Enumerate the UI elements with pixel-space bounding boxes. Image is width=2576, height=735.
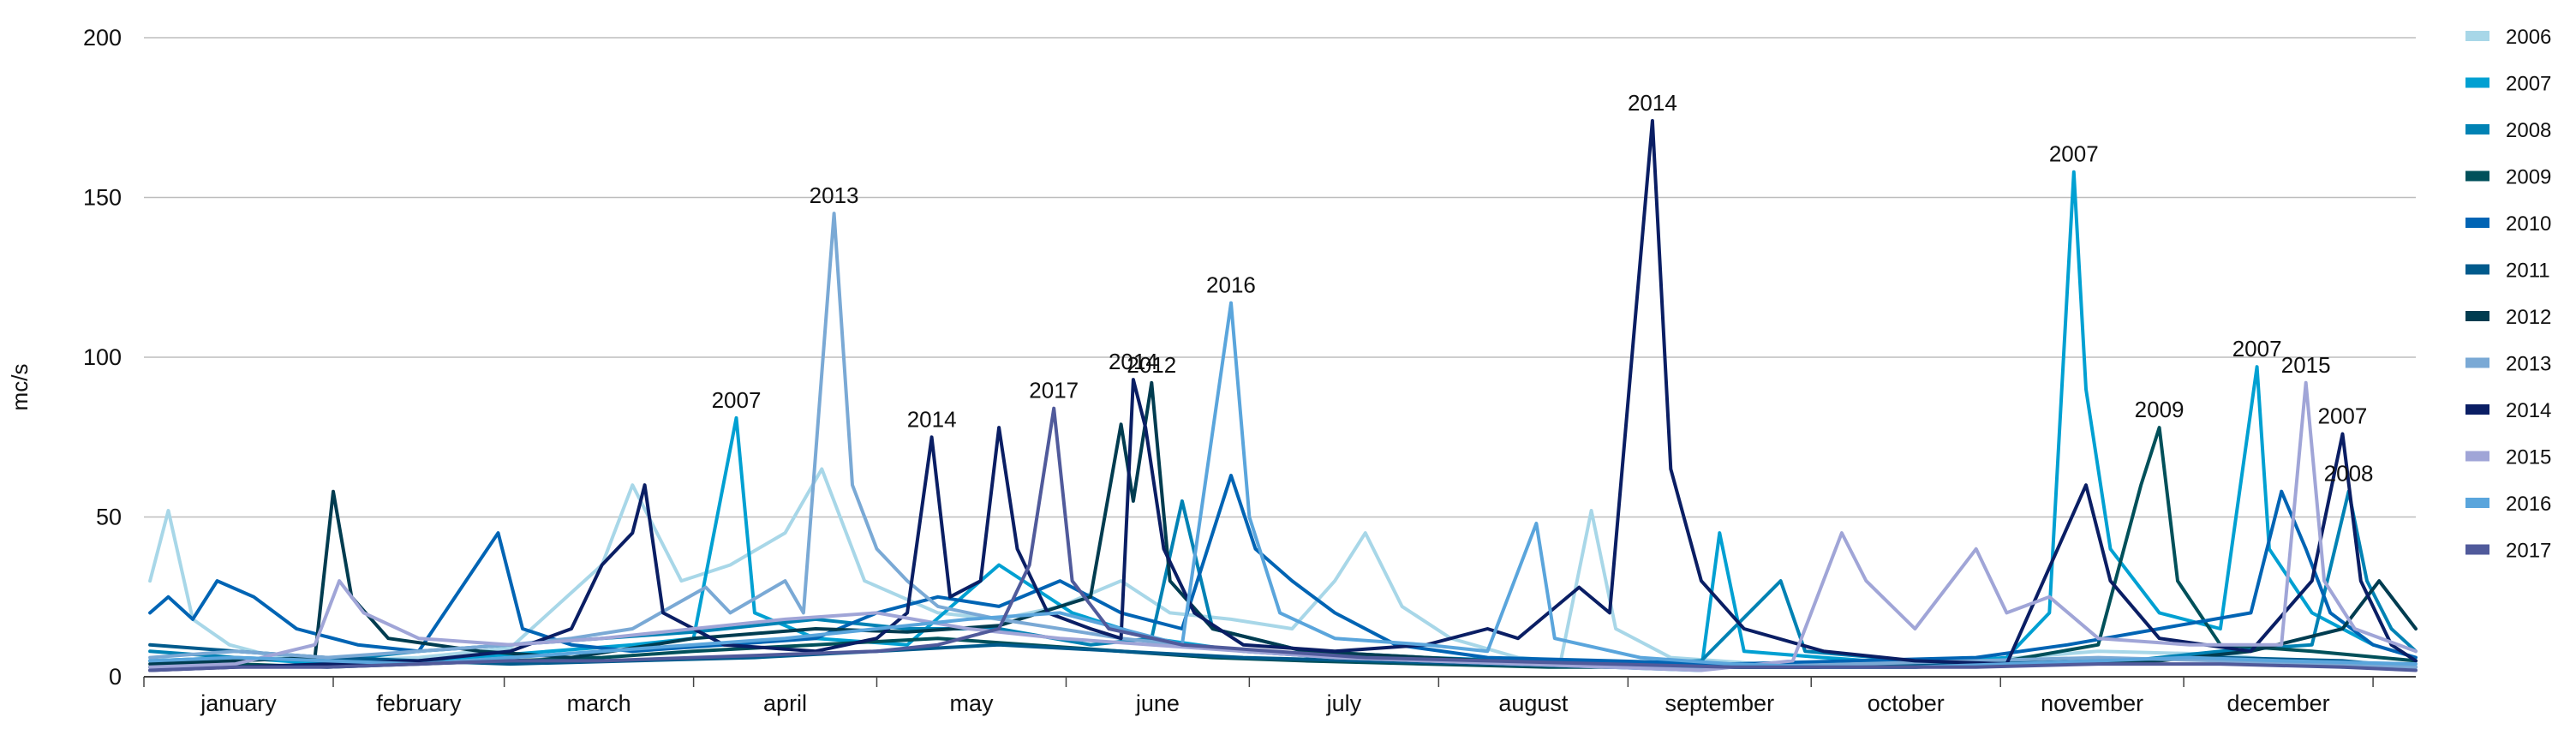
x-axis: january february march april may june july augu… — [143, 677, 2374, 716]
legend-swatch — [2465, 357, 2489, 368]
x-tick-label: september — [1665, 690, 1775, 716]
x-tick-label: august — [1498, 690, 1569, 716]
y-axis: 0 50 100 150 200 — [83, 25, 122, 690]
series-line-2010 — [148, 474, 2418, 666]
legend-swatch — [2465, 31, 2489, 41]
x-tick-label: january — [200, 690, 277, 716]
legend-swatch — [2465, 77, 2489, 88]
legend-label: 2017 — [2506, 540, 2551, 563]
annotation-label: 2014 — [1628, 90, 1677, 116]
x-tick-label: november — [2041, 690, 2143, 716]
legend-label: 2010 — [2506, 212, 2551, 236]
legend-label: 2008 — [2506, 119, 2551, 142]
series-line-2015 — [148, 380, 2418, 672]
y-tick-label: 50 — [96, 505, 122, 530]
legend-label: 2006 — [2506, 26, 2551, 49]
x-tick-label: july — [1326, 690, 1362, 716]
series-line-2006 — [148, 467, 2345, 669]
legend-label: 2014 — [2506, 399, 2551, 422]
annotation-label: 2008 — [2324, 461, 2374, 487]
legend-swatch — [2465, 498, 2489, 508]
legend-label: 2011 — [2506, 260, 2550, 283]
x-tick-label: june — [1135, 690, 1180, 716]
y-tick-label: 100 — [83, 344, 122, 370]
annotation-label: 2007 — [2318, 403, 2368, 429]
legend-swatch — [2465, 124, 2489, 134]
y-tick-label: 200 — [83, 25, 122, 51]
x-tick-label: december — [2227, 690, 2330, 716]
annotation-label: 2009 — [2135, 397, 2185, 422]
gridlines — [144, 37, 2416, 678]
annotation-label: 2007 — [712, 387, 762, 413]
legend-label: 2012 — [2506, 306, 2551, 329]
annotation-label: 2007 — [2049, 141, 2099, 167]
annotation-label: 2012 — [1127, 352, 1176, 378]
series-line-2017 — [148, 406, 2418, 672]
y-tick-label: 0 — [109, 664, 122, 690]
legend-label: 2016 — [2506, 493, 2551, 516]
legend-swatch — [2465, 170, 2489, 182]
peak-annotations: 2007201320142017201420122016201420072009… — [712, 90, 2374, 487]
annotation-label: 2014 — [1109, 349, 1158, 374]
series-line-2014 — [148, 119, 2418, 672]
legend-swatch — [2465, 311, 2489, 321]
legend-label: 2007 — [2506, 73, 2551, 96]
series-line-2007 — [148, 170, 2376, 672]
annotation-label: 2013 — [810, 182, 859, 208]
legend-swatch — [2465, 404, 2489, 415]
x-tick-label: october — [1868, 690, 1945, 716]
legend: 2006 2007 2008 2009 2010 2011 2012 2013 2014 2015… — [2465, 26, 2551, 563]
x-tick-label: may — [949, 690, 994, 716]
legend-label: 2013 — [2506, 353, 2551, 376]
x-tick-label: february — [376, 690, 462, 716]
x-tick-label: march — [567, 690, 631, 716]
annotation-label: 2014 — [907, 406, 957, 432]
annotation-label: 2017 — [1029, 378, 1079, 403]
x-tick-label: april — [763, 690, 807, 716]
series-lines — [148, 119, 2418, 672]
legend-swatch — [2465, 544, 2489, 555]
y-tick-label: 150 — [83, 185, 122, 211]
legend-label: 2015 — [2506, 446, 2551, 469]
series-line-2012 — [148, 380, 2418, 669]
annotation-label: 2016 — [1206, 272, 1256, 298]
legend-swatch — [2465, 264, 2489, 275]
annotation-label: 2007 — [2232, 336, 2282, 362]
annotation-label: 2015 — [2281, 352, 2331, 378]
series-line-2013 — [148, 212, 2418, 669]
legend-swatch — [2465, 218, 2489, 228]
y-axis-label: mc/s — [7, 364, 33, 411]
legend-swatch — [2465, 451, 2489, 462]
legend-label: 2009 — [2506, 166, 2551, 189]
